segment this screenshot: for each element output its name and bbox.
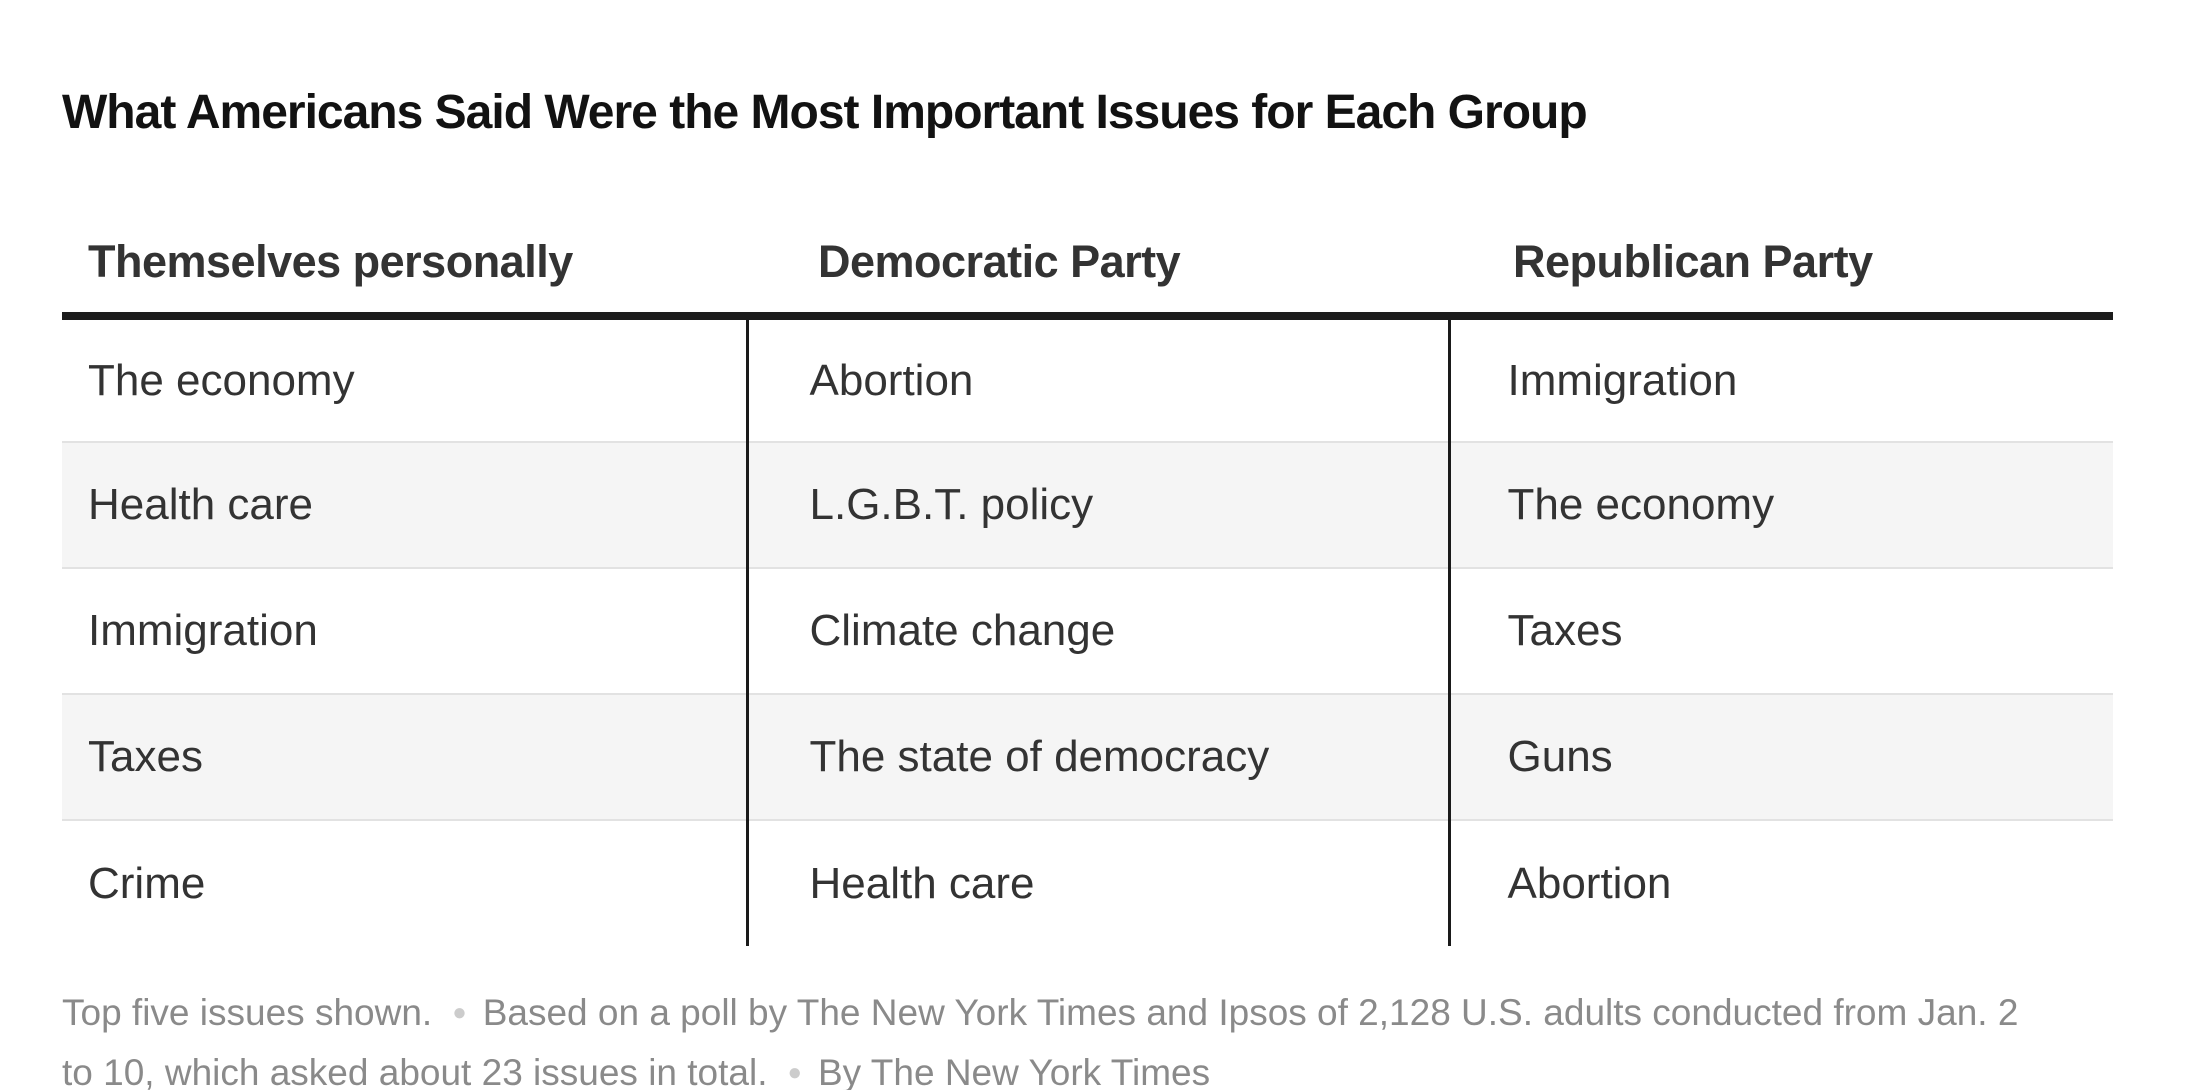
page-title: What Americans Said Were the Most Import… (62, 86, 1588, 139)
table-cell: Taxes (62, 693, 747, 821)
table-cell: L.G.B.T. policy (745, 441, 1449, 569)
issues-table: Themselves personally Democratic Party R… (62, 236, 2113, 947)
column-header-themselves-personally: Themselves personally (62, 236, 747, 321)
bullet-separator-icon: ● (452, 999, 467, 1027)
table-row: Health care L.G.B.T. policy The economy (62, 441, 2113, 569)
table-cell: Guns (1447, 693, 2113, 821)
table-cell: Climate change (745, 567, 1449, 695)
table-cell: The economy (88, 355, 355, 405)
column-header-democratic-party: Democratic Party (747, 236, 1449, 321)
table-cell: Taxes (1447, 567, 2113, 695)
table-cell: Abortion (745, 316, 1449, 443)
table-cell: Crime (62, 819, 747, 947)
table-row: Crime Health care Abortion (62, 819, 2113, 947)
table-row: The economy Abortion Immigration (62, 316, 2113, 443)
footnote-note-methodology-part-2: to 10, which asked about 23 issues in to… (62, 1052, 768, 1090)
table-row: Taxes The state of democracy Guns (62, 693, 2113, 821)
table-cell: Health care (745, 819, 1449, 947)
bullet-separator-icon: ● (787, 1058, 803, 1086)
table-cell: Health care (62, 441, 747, 569)
header-row: Themselves personally Democratic Party R… (62, 236, 2113, 321)
table-cell: Immigration (62, 567, 747, 695)
footnote-byline: By The New York Times (818, 1052, 1211, 1090)
table-cell: The state of democracy (745, 693, 1449, 821)
table-cell: Immigration (1447, 316, 2113, 443)
footnote: Top five issues shown. ● Based on a poll b… (62, 984, 2113, 1090)
footnote-note-top-five: Top five issues shown. (62, 992, 433, 1034)
footnote-note-methodology-part-1: Based on a poll by The New York Times an… (482, 992, 2019, 1034)
table-cell: The economy (1447, 441, 2113, 569)
table-cell: Abortion (1447, 819, 2113, 947)
column-header-republican-party: Republican Party (1449, 236, 2113, 321)
table-row: Immigration Climate change Taxes (62, 567, 2113, 695)
